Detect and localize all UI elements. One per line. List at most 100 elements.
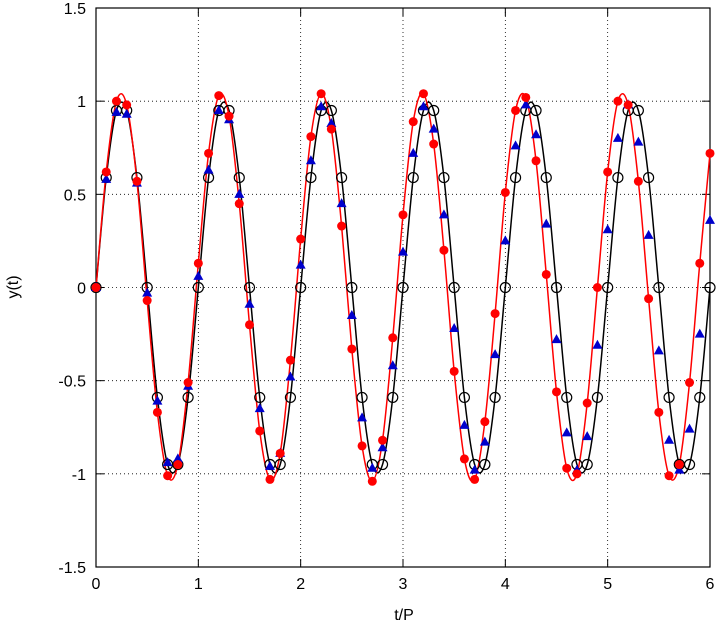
- point: [254, 403, 265, 413]
- series-line: [95, 101, 711, 474]
- point: [674, 464, 685, 474]
- point: [264, 460, 275, 470]
- point: [316, 101, 327, 111]
- point: [602, 224, 613, 234]
- point: [234, 188, 245, 198]
- point: [704, 281, 716, 294]
- point: [243, 281, 256, 294]
- point: [316, 89, 326, 99]
- point: [694, 391, 706, 404]
- point: [193, 258, 203, 268]
- point: [357, 412, 368, 422]
- point: [644, 294, 654, 304]
- point: [91, 283, 101, 292]
- point: [357, 441, 367, 451]
- x-tick-label: 3: [399, 576, 408, 593]
- point: [664, 434, 675, 444]
- point: [653, 345, 664, 355]
- point: [479, 436, 490, 446]
- point: [490, 349, 501, 359]
- point: [684, 423, 695, 433]
- point: [193, 270, 204, 280]
- point: [459, 454, 469, 464]
- point: [705, 148, 715, 158]
- point: [233, 171, 245, 184]
- point: [613, 96, 623, 106]
- point: [530, 104, 542, 117]
- point: [346, 281, 358, 294]
- point: [521, 92, 531, 102]
- point: [500, 187, 510, 197]
- point: [336, 198, 347, 208]
- point: [664, 471, 674, 481]
- point: [346, 309, 357, 319]
- point: [111, 106, 122, 116]
- point: [122, 100, 132, 110]
- point: [255, 426, 265, 436]
- point: [510, 140, 521, 150]
- point: [499, 281, 511, 294]
- point: [459, 419, 470, 429]
- point: [408, 117, 418, 127]
- point: [582, 431, 593, 441]
- x-tick-label: 0: [92, 576, 101, 593]
- point: [458, 391, 470, 404]
- x-tick-label: 2: [296, 576, 305, 593]
- y-tick-label: -0.5: [58, 374, 86, 391]
- point: [550, 281, 563, 294]
- point: [254, 391, 266, 404]
- point: [418, 89, 428, 99]
- point: [439, 245, 449, 255]
- point: [448, 281, 460, 294]
- x-axis-label: t/P: [394, 607, 414, 624]
- point: [428, 104, 440, 117]
- x-tick-label: 4: [501, 576, 510, 593]
- point: [572, 469, 582, 479]
- point: [541, 269, 551, 279]
- point: [642, 171, 655, 184]
- point: [172, 453, 183, 463]
- point: [305, 171, 317, 184]
- point: [663, 391, 675, 404]
- y-tick-label: -1.5: [58, 560, 86, 577]
- point: [121, 108, 132, 118]
- point: [603, 167, 613, 177]
- point: [541, 218, 552, 228]
- point: [204, 148, 214, 158]
- point: [101, 167, 111, 177]
- point: [152, 407, 162, 417]
- point: [683, 458, 696, 471]
- point: [224, 111, 234, 121]
- point: [653, 281, 665, 294]
- point: [285, 355, 295, 365]
- point: [581, 458, 593, 471]
- point: [305, 155, 316, 165]
- point: [623, 100, 633, 110]
- point: [142, 287, 153, 297]
- point: [418, 101, 429, 111]
- point: [347, 344, 357, 354]
- point: [674, 460, 684, 470]
- point: [213, 104, 224, 114]
- point: [470, 474, 480, 484]
- point: [511, 105, 521, 115]
- point: [378, 435, 388, 445]
- point: [111, 96, 121, 106]
- point: [479, 458, 491, 471]
- point: [244, 298, 255, 308]
- point: [326, 124, 336, 134]
- point: [561, 391, 573, 404]
- y-tick-label: 0.5: [64, 187, 86, 204]
- point: [694, 328, 705, 338]
- point: [438, 209, 449, 219]
- point: [162, 457, 173, 467]
- point: [490, 309, 500, 319]
- point: [561, 427, 572, 437]
- point: [592, 283, 602, 292]
- x-tick-label: 1: [194, 576, 203, 593]
- point: [469, 464, 480, 474]
- point: [449, 322, 460, 332]
- point: [592, 339, 603, 349]
- point: [142, 296, 152, 306]
